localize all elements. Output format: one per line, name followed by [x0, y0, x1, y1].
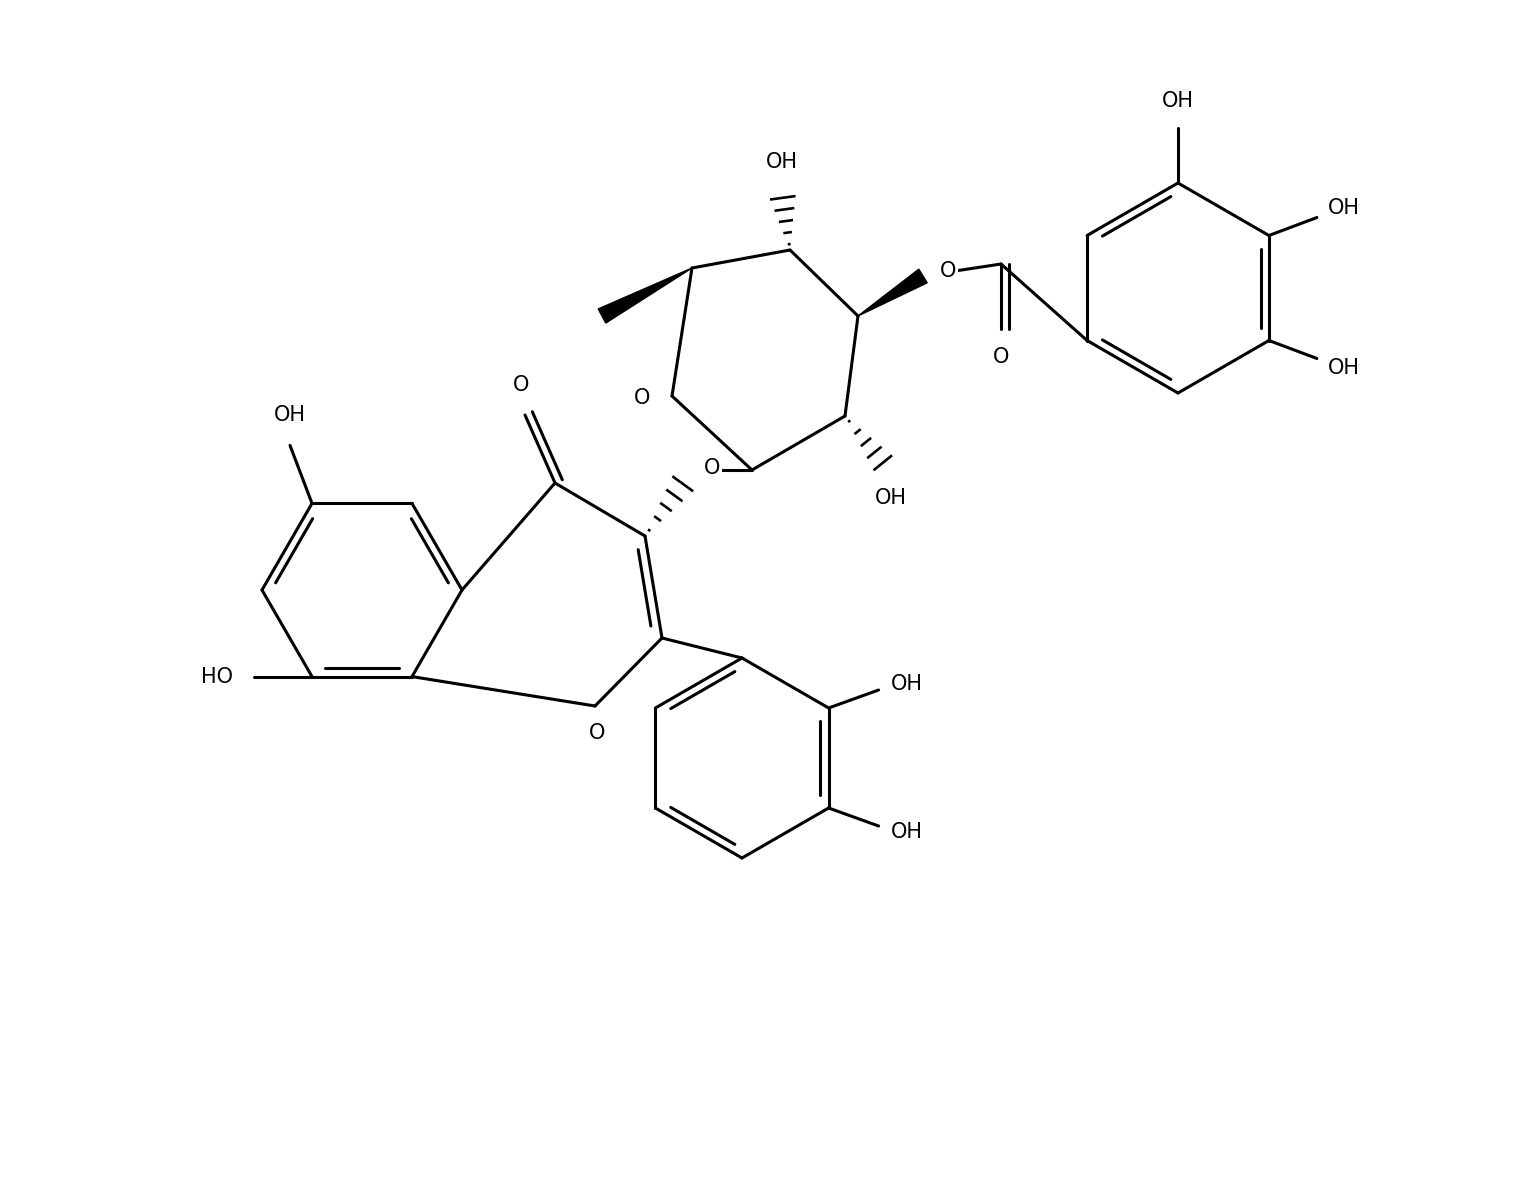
- Text: OH: OH: [1161, 91, 1195, 111]
- Text: O: O: [588, 723, 605, 743]
- Text: OH: OH: [890, 674, 923, 694]
- Text: OH: OH: [890, 822, 923, 842]
- Text: O: O: [703, 458, 720, 478]
- Polygon shape: [599, 269, 691, 323]
- Text: O: O: [940, 262, 957, 282]
- Text: OH: OH: [875, 488, 907, 508]
- Text: OH: OH: [1328, 198, 1360, 218]
- Text: O: O: [512, 375, 529, 395]
- Text: OH: OH: [274, 405, 306, 425]
- Text: O: O: [993, 348, 1010, 368]
- Text: OH: OH: [1328, 358, 1360, 378]
- Text: OH: OH: [766, 152, 797, 172]
- Text: HO: HO: [202, 667, 233, 687]
- Text: O: O: [634, 388, 650, 408]
- Polygon shape: [858, 270, 928, 316]
